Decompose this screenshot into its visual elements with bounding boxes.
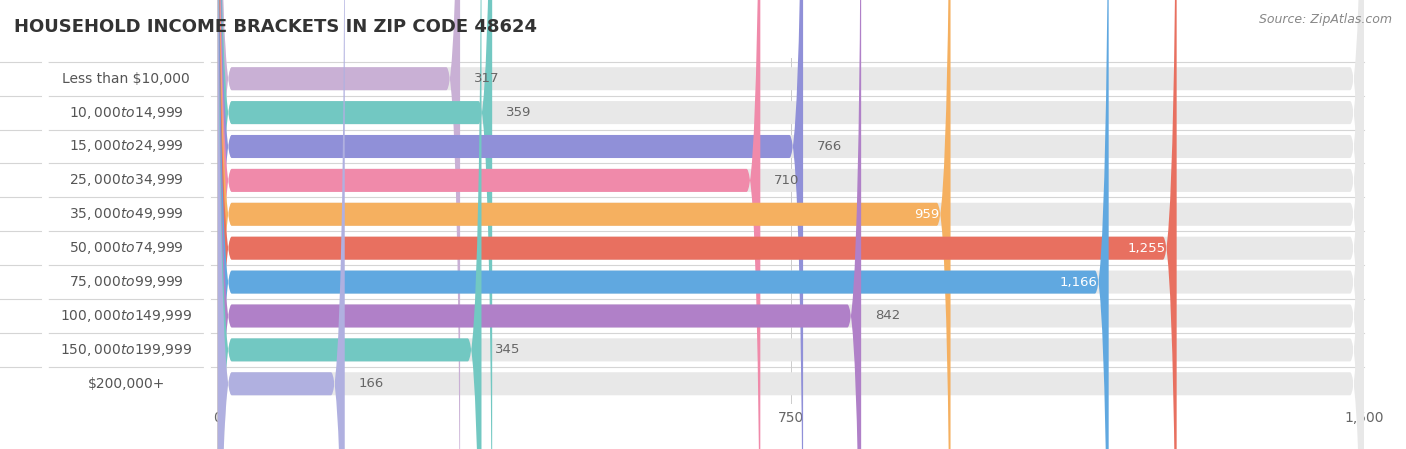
FancyBboxPatch shape bbox=[218, 0, 950, 449]
FancyBboxPatch shape bbox=[42, 0, 211, 449]
Text: 317: 317 bbox=[474, 72, 499, 85]
Text: 766: 766 bbox=[817, 140, 842, 153]
FancyBboxPatch shape bbox=[218, 0, 1364, 449]
FancyBboxPatch shape bbox=[218, 0, 1109, 449]
FancyBboxPatch shape bbox=[42, 0, 211, 449]
FancyBboxPatch shape bbox=[218, 0, 1364, 449]
FancyBboxPatch shape bbox=[218, 0, 1364, 449]
Text: 359: 359 bbox=[506, 106, 531, 119]
Text: $15,000 to $24,999: $15,000 to $24,999 bbox=[69, 138, 184, 154]
FancyBboxPatch shape bbox=[218, 0, 860, 449]
FancyBboxPatch shape bbox=[42, 0, 211, 449]
Text: HOUSEHOLD INCOME BRACKETS IN ZIP CODE 48624: HOUSEHOLD INCOME BRACKETS IN ZIP CODE 48… bbox=[14, 18, 537, 36]
FancyBboxPatch shape bbox=[218, 0, 1177, 449]
Text: $25,000 to $34,999: $25,000 to $34,999 bbox=[69, 172, 184, 189]
Text: $200,000+: $200,000+ bbox=[87, 377, 165, 391]
Text: $50,000 to $74,999: $50,000 to $74,999 bbox=[69, 240, 184, 256]
Text: 842: 842 bbox=[875, 309, 900, 322]
FancyBboxPatch shape bbox=[218, 0, 1364, 449]
FancyBboxPatch shape bbox=[42, 0, 211, 449]
Text: 345: 345 bbox=[495, 343, 520, 357]
FancyBboxPatch shape bbox=[218, 0, 1364, 449]
FancyBboxPatch shape bbox=[42, 0, 211, 449]
Text: $35,000 to $49,999: $35,000 to $49,999 bbox=[69, 206, 184, 222]
FancyBboxPatch shape bbox=[218, 0, 1364, 449]
Text: $100,000 to $149,999: $100,000 to $149,999 bbox=[60, 308, 193, 324]
FancyBboxPatch shape bbox=[218, 0, 1364, 449]
FancyBboxPatch shape bbox=[42, 0, 211, 449]
Text: 959: 959 bbox=[914, 208, 939, 221]
Text: $150,000 to $199,999: $150,000 to $199,999 bbox=[60, 342, 193, 358]
FancyBboxPatch shape bbox=[218, 0, 1364, 449]
FancyBboxPatch shape bbox=[42, 0, 211, 449]
Text: $10,000 to $14,999: $10,000 to $14,999 bbox=[69, 105, 184, 121]
FancyBboxPatch shape bbox=[218, 0, 344, 449]
FancyBboxPatch shape bbox=[218, 0, 761, 449]
Text: Source: ZipAtlas.com: Source: ZipAtlas.com bbox=[1258, 13, 1392, 26]
FancyBboxPatch shape bbox=[218, 0, 481, 449]
Text: 166: 166 bbox=[359, 377, 384, 390]
Text: Less than $10,000: Less than $10,000 bbox=[62, 72, 190, 86]
Text: 1,255: 1,255 bbox=[1128, 242, 1166, 255]
FancyBboxPatch shape bbox=[42, 0, 211, 449]
Text: 1,166: 1,166 bbox=[1059, 276, 1097, 289]
FancyBboxPatch shape bbox=[218, 0, 1364, 449]
Text: $75,000 to $99,999: $75,000 to $99,999 bbox=[69, 274, 184, 290]
FancyBboxPatch shape bbox=[218, 0, 1364, 449]
FancyBboxPatch shape bbox=[42, 0, 211, 449]
FancyBboxPatch shape bbox=[218, 0, 492, 449]
FancyBboxPatch shape bbox=[218, 0, 460, 449]
FancyBboxPatch shape bbox=[218, 0, 803, 449]
Text: 710: 710 bbox=[775, 174, 800, 187]
FancyBboxPatch shape bbox=[42, 0, 211, 449]
